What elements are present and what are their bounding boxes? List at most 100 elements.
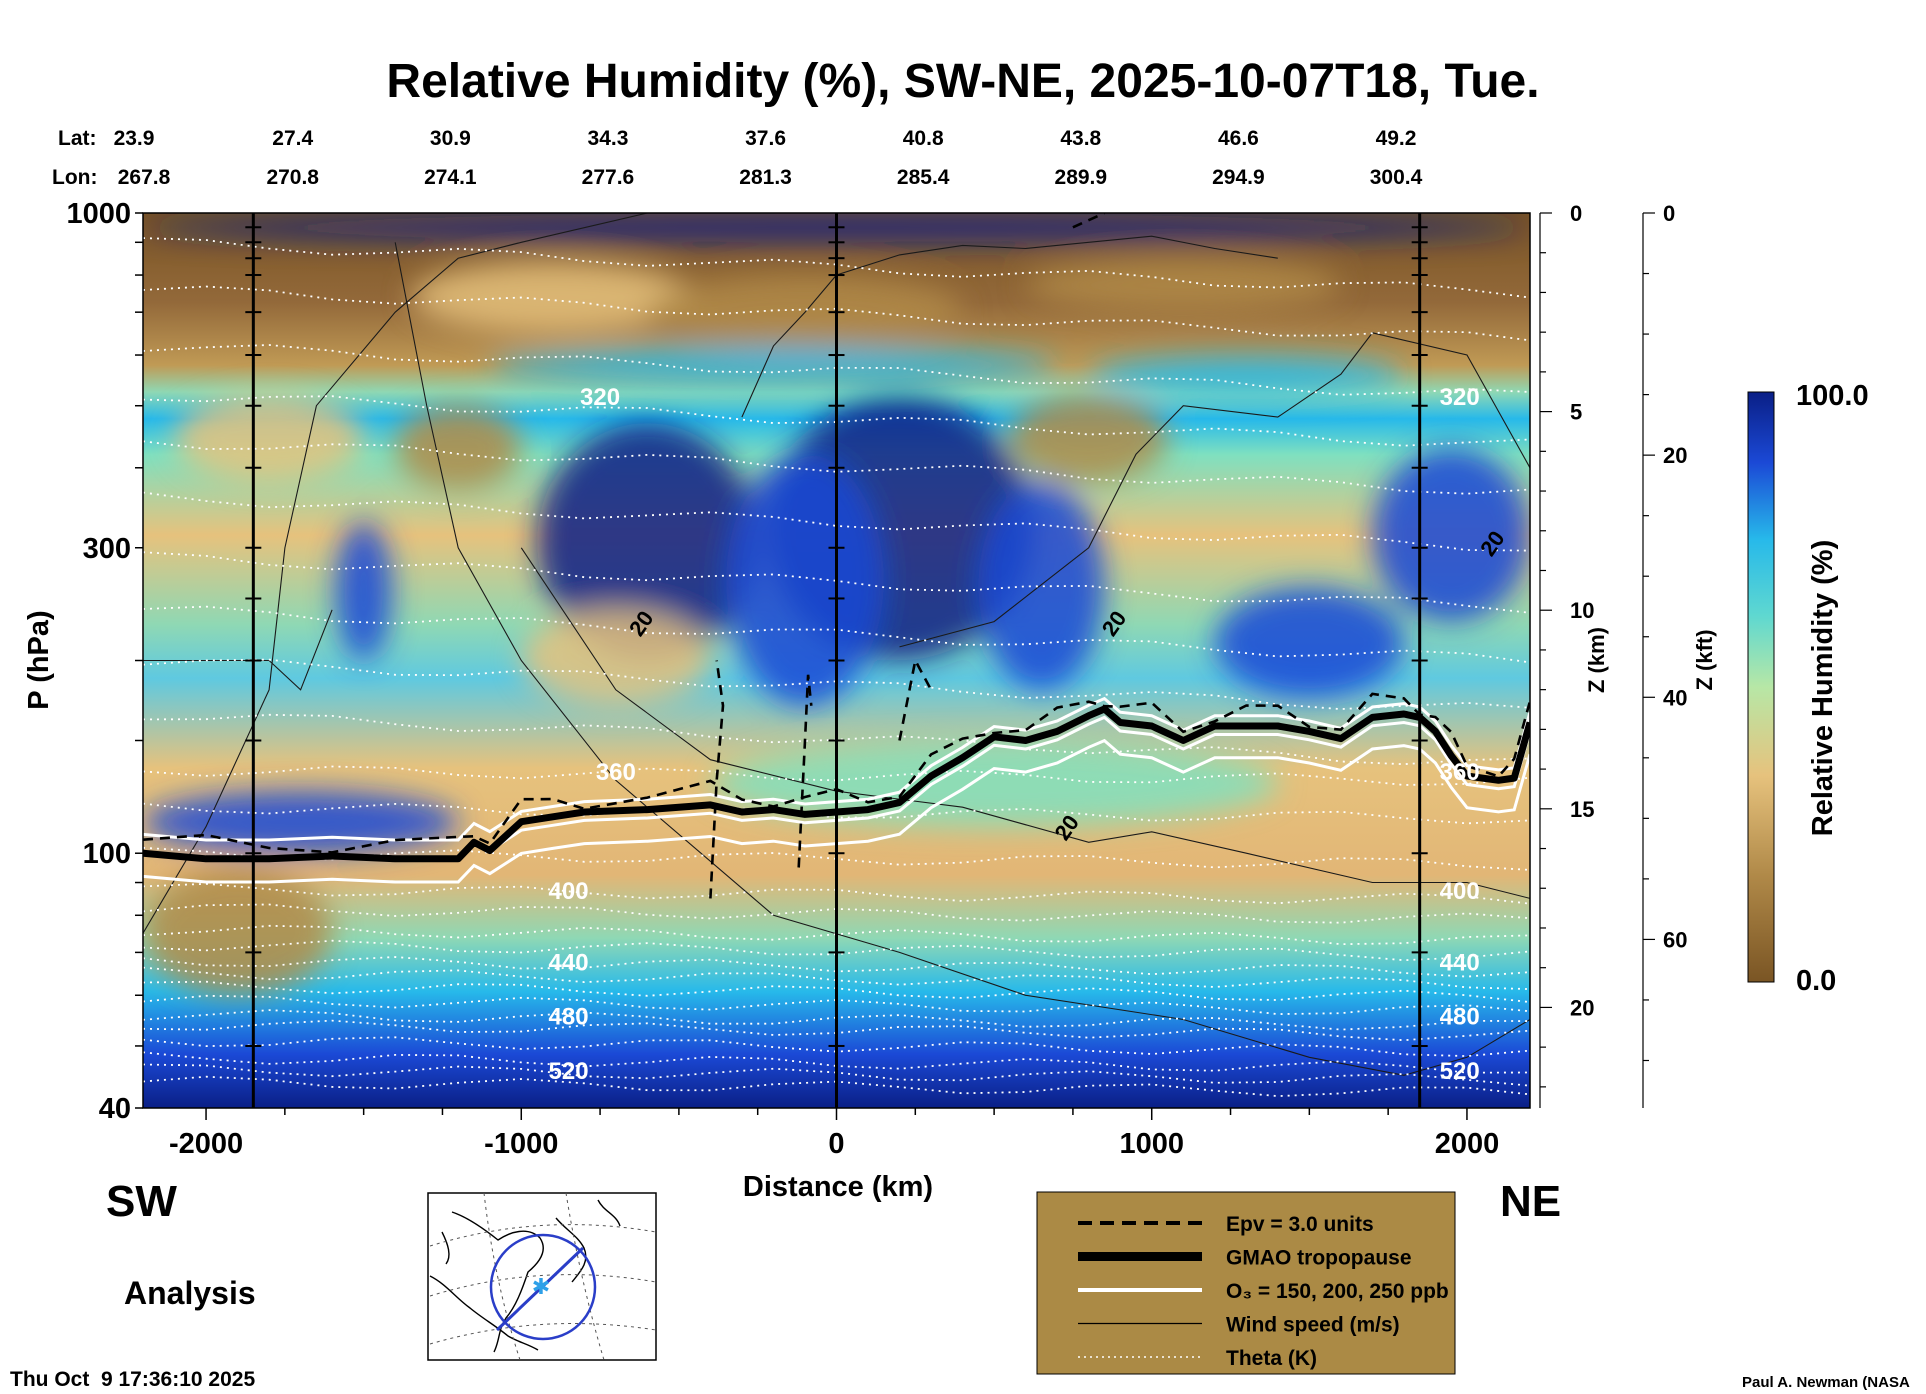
rh-feature [335, 521, 393, 661]
lon-value: 285.4 [897, 166, 950, 189]
z-kft-axis-label: Z (kft) [1692, 629, 1717, 690]
map-section-line [495, 1246, 585, 1332]
epv-contour [143, 692, 1530, 854]
theta-label: 440 [1440, 949, 1480, 976]
rh-feature [410, 261, 695, 333]
reference-vertical-lines [245, 213, 1428, 1108]
y-axis-z-kft: 0 20 40 60 [1642, 201, 1687, 1108]
map-range-circle [489, 1233, 597, 1341]
wind-contour [394, 242, 1530, 1076]
theta-contour [143, 980, 1530, 1003]
lat-value: 34.3 [588, 127, 629, 150]
lat-label: Lat: [58, 127, 97, 150]
lon-value: 270.8 [266, 166, 319, 189]
lon-value: 274.1 [424, 166, 477, 189]
rh-feature [1214, 587, 1404, 698]
z-km-tick-label: 0 [1570, 201, 1582, 226]
theta-contour [143, 1009, 1530, 1031]
rh-feature [1372, 447, 1530, 622]
x-tick-label: -2000 [169, 1128, 243, 1160]
colorbar-gradient [1747, 391, 1775, 983]
x-axis-label: Distance (km) [743, 1171, 933, 1203]
theta-contour [143, 605, 1530, 664]
rh-feature [710, 740, 1278, 827]
theta-contour [143, 994, 1530, 1016]
y-tick-label: 1000 [66, 198, 131, 230]
y-tick-label: 40 [99, 1093, 131, 1125]
legend-label: GMAO tropopause [1226, 1247, 1412, 1270]
theta-label: 520 [549, 1058, 589, 1085]
wind-contour [143, 213, 648, 934]
map-center-marker: ✱ [532, 1274, 550, 1299]
theta-contour [143, 765, 1530, 786]
legend: Epv = 3.0 units GMAO tropopause O₃ = 150, … [1036, 1191, 1456, 1375]
rh-feature [537, 422, 758, 661]
lat-value: 46.6 [1218, 127, 1259, 150]
theta-contour [143, 285, 1530, 342]
lat-value: 40.8 [903, 127, 944, 150]
lat-lon-header: Lat: Lon: 23.9 267.8 27.4 270.8 30.9 274.1 34.3 2… [52, 127, 1423, 189]
ne-endpoint-label: NE [1500, 1177, 1561, 1226]
theta-contour [143, 658, 1530, 711]
z-km-tick-label: 20 [1570, 995, 1594, 1020]
epv-contour [797, 674, 813, 868]
lat-value: 23.9 [114, 127, 155, 150]
theta-label: 400 [1440, 878, 1480, 905]
y-axis-z-km: 0 5 10 15 20 [1539, 201, 1594, 1108]
theta-contours [143, 237, 1530, 1098]
wind-contour [741, 235, 1278, 418]
theta-contour [143, 882, 1530, 905]
z-km-tick-label: 10 [1570, 598, 1594, 623]
lat-value: 37.6 [745, 127, 786, 150]
analysis-label: Analysis [124, 1275, 256, 1311]
theta-contour [143, 1063, 1530, 1087]
gmao-tropopause [143, 705, 1530, 863]
z-kft-tick-label: 40 [1663, 685, 1687, 710]
theta-label: 360 [596, 759, 636, 786]
z-km-tick-label: 15 [1570, 797, 1594, 822]
y-tick-label: 100 [83, 838, 131, 870]
tropopause-line [143, 705, 1530, 863]
theta-contour [143, 491, 1530, 552]
legend-label: O₃ = 150, 200, 250 ppb [1226, 1280, 1449, 1303]
theta-label: 320 [1440, 384, 1480, 411]
theta-label: 480 [549, 1003, 589, 1030]
y-tick-label: 300 [83, 533, 131, 565]
x-tick-label: 2000 [1435, 1128, 1500, 1160]
lon-value: 294.9 [1212, 166, 1265, 189]
y-axis-pressure: 1000 300 100 40 [66, 198, 143, 1125]
lon-value: 267.8 [118, 166, 171, 189]
legend-label: Wind speed (m/s) [1226, 1314, 1400, 1337]
rh-field-features [143, 213, 1530, 996]
lon-value: 281.3 [739, 166, 792, 189]
rh-feature [1009, 394, 1168, 483]
lat-value: 27.4 [272, 127, 313, 150]
rh-feature [521, 609, 711, 706]
wind-contour [520, 547, 1530, 899]
rh-feature [174, 394, 364, 483]
timestamp: Thu Oct 9 17:36:10 2025 [10, 1368, 255, 1391]
rh-feature [726, 454, 884, 706]
theta-contour [143, 440, 1530, 495]
theta-label: 400 [549, 878, 589, 905]
lon-value: 300.4 [1370, 166, 1423, 189]
epv-contour [709, 660, 725, 899]
z-kft-tick-label: 60 [1663, 927, 1687, 952]
lat-value: 49.2 [1376, 127, 1417, 150]
rh-feature [489, 345, 1058, 385]
colorbar-min-label: 0.0 [1796, 965, 1836, 997]
lon-label: Lon: [52, 166, 97, 189]
legend-label: Theta (K) [1226, 1347, 1317, 1370]
theta-label: 440 [549, 949, 589, 976]
theta-contour [143, 956, 1530, 978]
legend-label: Epv = 3.0 units [1226, 1213, 1374, 1236]
rh-feature [395, 405, 522, 490]
credit-label: Paul A. Newman (NASA [1742, 1374, 1910, 1391]
epv-contour [898, 656, 933, 741]
z-km-axis-label: Z (km) [1584, 627, 1609, 693]
colorbar-max-label: 100.0 [1796, 380, 1869, 412]
theta-contour [143, 1036, 1530, 1058]
wind-speed-contours [143, 213, 1530, 1076]
